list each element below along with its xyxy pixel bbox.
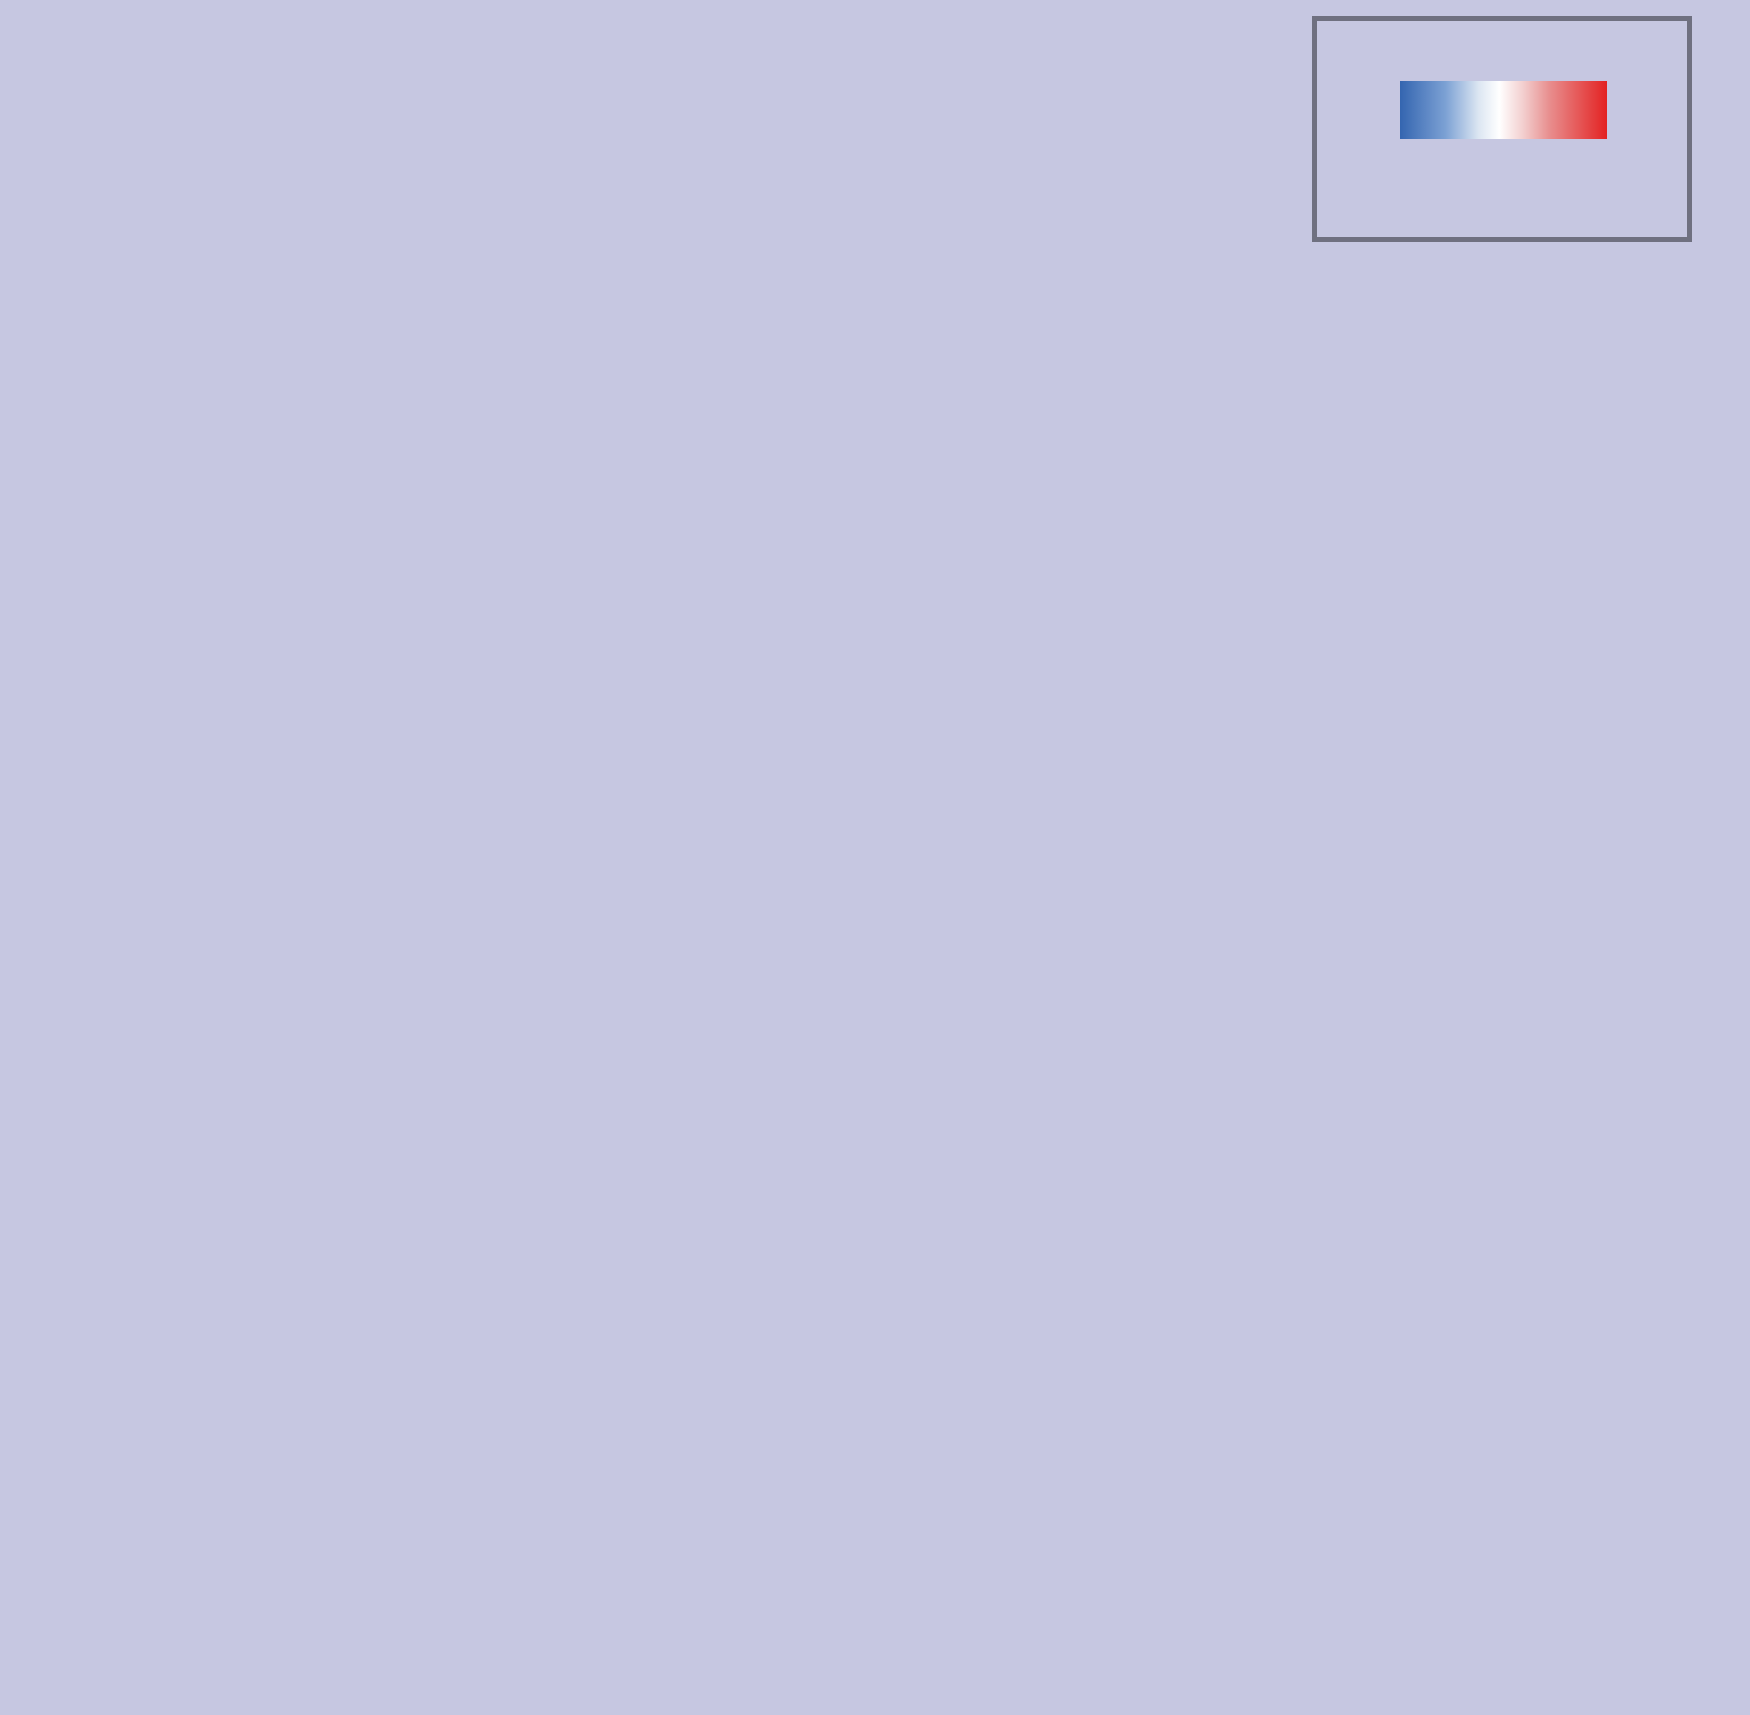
legend-gradient-bar [1400,81,1607,139]
legend [1312,16,1692,242]
